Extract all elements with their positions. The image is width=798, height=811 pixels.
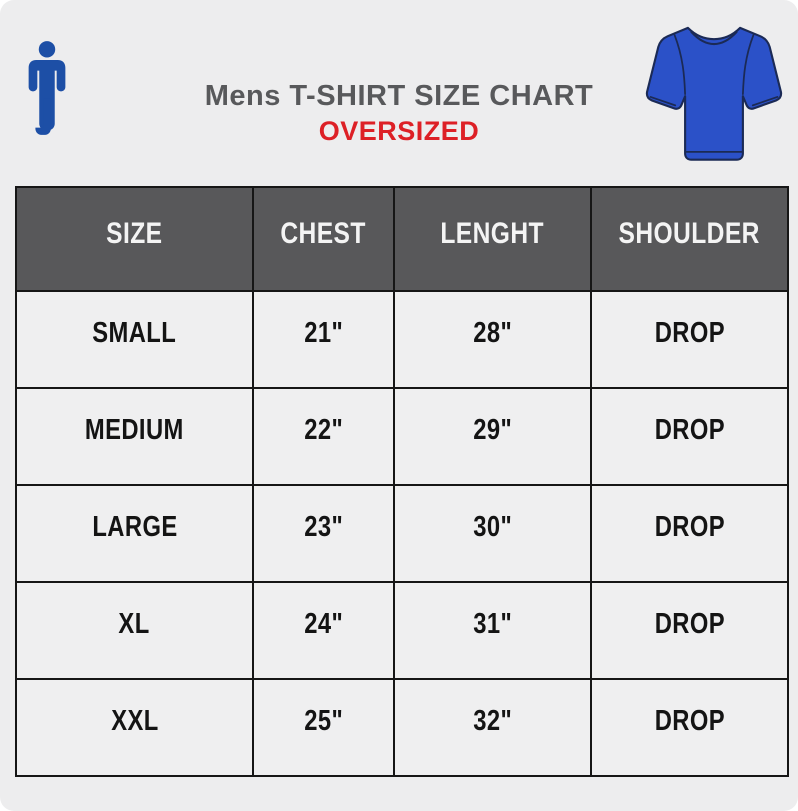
table-cell: 31" [393, 581, 592, 680]
header-cell: LENGHT [393, 186, 592, 292]
table-row: XXL 25" 32" DROP [15, 678, 789, 777]
tshirt-icon [645, 26, 783, 161]
header-cell: SIZE [15, 186, 254, 292]
size-table-header-row: SIZE CHEST LENGHT SHOULDER [15, 186, 789, 292]
table-cell: MEDIUM [15, 387, 254, 486]
table-cell: 30" [393, 484, 592, 583]
table-cell: DROP [590, 678, 789, 777]
table-cell: 22" [252, 387, 395, 486]
size-table: SIZE CHEST LENGHT SHOULDER SMALL 21" 28" DROP M… [15, 186, 789, 777]
table-cell: DROP [590, 290, 789, 389]
table-cell: 25" [252, 678, 395, 777]
table-cell: XXL [15, 678, 254, 777]
table-cell: 32" [393, 678, 592, 777]
table-cell: DROP [590, 484, 789, 583]
table-cell: 28" [393, 290, 592, 389]
size-table-body: SMALL 21" 28" DROP MEDIUM 22" 29" DROP LARGE 23" 3… [15, 290, 789, 777]
table-cell: DROP [590, 387, 789, 486]
table-cell: 21" [252, 290, 395, 389]
table-cell: 24" [252, 581, 395, 680]
table-row: MEDIUM 22" 29" DROP [15, 387, 789, 486]
table-cell: 23" [252, 484, 395, 583]
table-cell: SMALL [15, 290, 254, 389]
man-icon [28, 41, 66, 135]
page-title: Mens T-SHIRT SIZE CHART [204, 80, 594, 112]
table-row: XL 24" 31" DROP [15, 581, 789, 680]
table-cell: XL [15, 581, 254, 680]
table-cell: LARGE [15, 484, 254, 583]
chart-header: Mens T-SHIRT SIZE CHART OVERSIZED [0, 80, 798, 147]
table-row: LARGE 23" 30" DROP [15, 484, 789, 583]
table-cell: 29" [393, 387, 592, 486]
table-row: SMALL 21" 28" DROP [15, 290, 789, 389]
page-subtitle: OVERSIZED [318, 116, 480, 146]
header-cell: CHEST [252, 186, 395, 292]
header-cell: SHOULDER [590, 186, 789, 292]
table-cell: DROP [590, 581, 789, 680]
